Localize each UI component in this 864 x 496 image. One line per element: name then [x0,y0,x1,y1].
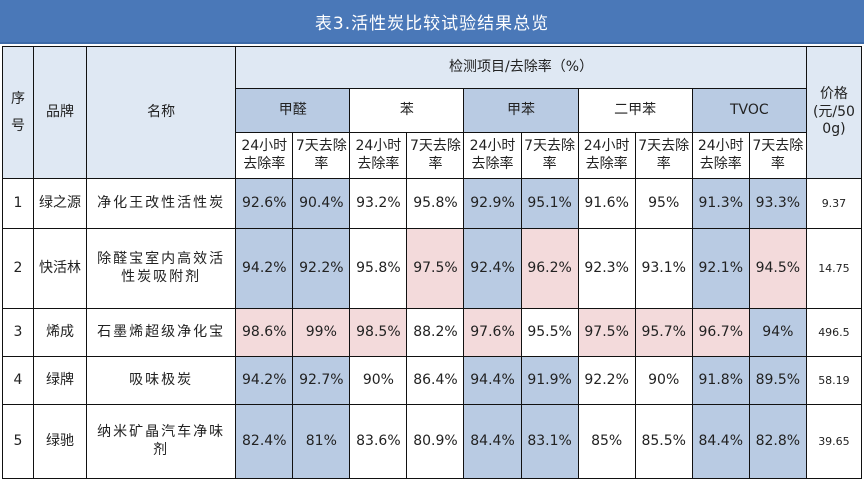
header-sub-24h: 24小时去除率 [577,132,636,179]
row-value: 92.7% [292,356,351,405]
header-seq: 序号 [1,46,35,179]
row-seq: 2 [1,228,35,309]
row-value: 98.6% [235,308,294,357]
row-value: 89.5% [748,356,807,405]
row-value: 90% [349,356,408,405]
row-brand: 快活林 [33,228,88,309]
row-value: 99% [292,308,351,357]
row-brand: 绿驰 [33,404,88,479]
row-value: 94.4% [463,356,522,405]
row-name: 纳米矿晶汽车净味剂 [86,404,237,479]
row-price: 496.5 [805,308,863,357]
row-value: 97.5% [406,228,465,309]
row-price: 58.19 [805,356,863,405]
table-row: 2 快活林 除醛宝室内高效活性炭吸附剂 94.2% 92.2% 95.8% 97.5% 92.… [1,228,863,309]
row-price: 14.75 [805,228,863,309]
row-value: 80.9% [406,404,465,479]
row-value: 95.5% [520,308,579,357]
row-value: 85% [577,404,636,479]
row-value: 95.8% [406,178,465,229]
row-value: 83.6% [349,404,408,479]
row-brand: 绿之源 [33,178,88,229]
header-item: TVOC [691,88,807,133]
row-value: 94.2% [235,356,294,405]
row-value: 96.2% [520,228,579,309]
row-value: 97.5% [577,308,636,357]
header-item: 二甲苯 [577,88,693,133]
row-value: 92.3% [577,228,636,309]
row-value: 81% [292,404,351,479]
row-name: 净化王改性活性炭 [86,178,237,229]
row-value: 84.4% [463,404,522,479]
row-value: 94% [748,308,807,357]
row-value: 93.3% [748,178,807,229]
header-sub-24h: 24小时去除率 [349,132,408,179]
header-sub-7d: 7天去除率 [748,132,807,179]
row-value: 90% [634,356,693,405]
row-value: 92.2% [292,228,351,309]
row-value: 92.2% [577,356,636,405]
row-value: 88.2% [406,308,465,357]
row-value: 84.4% [691,404,750,479]
row-price: 39.65 [805,404,863,479]
row-value: 92.4% [463,228,522,309]
row-brand: 烯成 [33,308,88,357]
row-value: 91.9% [520,356,579,405]
table-title: 表3.活性炭比较试验结果总览 [0,0,864,44]
header-item: 甲苯 [463,88,579,133]
row-name: 除醛宝室内高效活性炭吸附剂 [86,228,237,309]
row-value: 92.1% [691,228,750,309]
header-brand: 品牌 [33,46,88,179]
table-row: 5 绿驰 纳米矿晶汽车净味剂 82.4% 81% 83.6% 80.9% 84.4% 83.1%… [1,404,863,479]
table-row: 4 绿牌 吸味极炭 94.2% 92.7% 90% 86.4% 94.4% 91.9% 92.2%… [1,356,863,405]
row-value: 92.6% [235,178,294,229]
header-item: 甲醛 [235,88,351,133]
header-group: 检测项目/去除率（%） [235,46,807,89]
row-value: 86.4% [406,356,465,405]
table-row: 1 绿之源 净化王改性活性炭 92.6% 90.4% 93.2% 95.8% 92.9% 95.… [1,178,863,229]
header-sub-7d: 7天去除率 [292,132,351,179]
row-value: 95.8% [349,228,408,309]
row-value: 96.7% [691,308,750,357]
row-brand: 绿牌 [33,356,88,405]
row-name: 石墨烯超级净化宝 [86,308,237,357]
header-name: 名称 [86,46,237,179]
row-price: 9.37 [805,178,863,229]
row-value: 97.6% [463,308,522,357]
row-value: 92.9% [463,178,522,229]
row-value: 94.5% [748,228,807,309]
results-table: 序号 品牌 名称 检测项目/去除率（%） 价格(元/500g) 甲醛苯甲苯 二甲苯… [1,46,863,479]
header-sub-24h: 24小时去除率 [691,132,750,179]
row-value: 95.7% [634,308,693,357]
row-value: 95% [634,178,693,229]
row-value: 91.3% [691,178,750,229]
table-row: 3 烯成 石墨烯超级净化宝 98.6% 99% 98.5% 88.2% 97.6% 95.5% 9… [1,308,863,357]
row-seq: 1 [1,178,35,229]
header-sub-7d: 7天去除率 [634,132,693,179]
row-value: 82.4% [235,404,294,479]
row-seq: 3 [1,308,35,357]
row-value: 82.8% [748,404,807,479]
row-value: 93.2% [349,178,408,229]
header-item: 苯 [349,88,465,133]
row-value: 91.8% [691,356,750,405]
header-price: 价格(元/500g) [805,46,863,179]
row-name: 吸味极炭 [86,356,237,405]
row-value: 93.1% [634,228,693,309]
row-value: 98.5% [349,308,408,357]
header-sub-7d: 7天去除率 [520,132,579,179]
row-value: 90.4% [292,178,351,229]
header-sub-7d: 7天去除率 [406,132,465,179]
row-value: 94.2% [235,228,294,309]
row-value: 91.6% [577,178,636,229]
header-sub-24h: 24小时去除率 [235,132,294,179]
row-value: 95.1% [520,178,579,229]
row-value: 85.5% [634,404,693,479]
row-seq: 4 [1,356,35,405]
row-value: 83.1% [520,404,579,479]
row-seq: 5 [1,404,35,479]
header-sub-24h: 24小时去除率 [463,132,522,179]
